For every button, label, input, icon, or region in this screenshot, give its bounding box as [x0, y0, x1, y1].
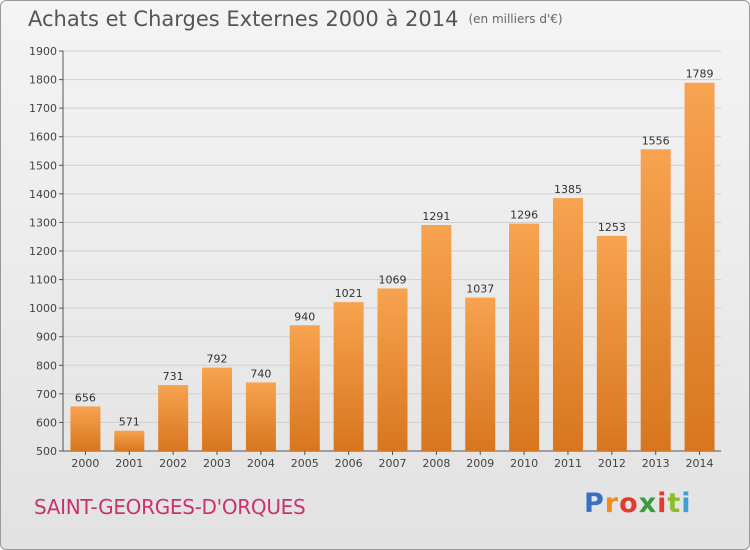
y-tick-label: 900 [36, 331, 57, 344]
x-tick-label: 2009 [466, 457, 494, 470]
logo-letter: o [619, 488, 639, 519]
x-tick-label: 2004 [247, 457, 275, 470]
logo-letter: i [657, 488, 668, 519]
x-tick-label: 2003 [203, 457, 231, 470]
y-tick-label: 1900 [29, 45, 57, 58]
x-tick-label: 2001 [115, 457, 143, 470]
bar-value-label: 571 [119, 416, 140, 429]
bar [114, 430, 145, 451]
bar-value-label: 1037 [466, 283, 494, 296]
bar [377, 288, 408, 451]
y-tick-label: 500 [36, 445, 57, 458]
unit-label: (en milliers d'€) [468, 12, 563, 26]
bar-value-label: 1021 [335, 287, 363, 300]
x-tick-label: 2005 [291, 457, 319, 470]
bar [289, 325, 320, 451]
bar [509, 223, 540, 451]
bar [465, 297, 496, 451]
logo-letter: i [681, 488, 692, 519]
x-tick-label: 2013 [642, 457, 670, 470]
y-tick-label: 1800 [29, 74, 57, 87]
bar [421, 225, 452, 451]
bar [640, 149, 671, 452]
bar-value-label: 1069 [379, 273, 407, 286]
y-tick-label: 600 [36, 416, 57, 429]
bar-value-label: 1253 [598, 221, 626, 234]
bar [70, 406, 101, 451]
y-tick-label: 1400 [29, 188, 57, 201]
title-text: Achats et Charges Externes 2000 à 2014 [28, 7, 459, 31]
bar [596, 235, 627, 451]
bar-value-label: 792 [207, 353, 228, 366]
x-tick-label: 2000 [71, 457, 99, 470]
bar-value-label: 656 [75, 391, 96, 404]
y-tick-label: 700 [36, 388, 57, 401]
x-tick-label: 2007 [379, 457, 407, 470]
x-tick-label: 2014 [686, 457, 714, 470]
x-tick-label: 2002 [159, 457, 187, 470]
bar-value-label: 1789 [686, 68, 714, 81]
commune-name: SAINT-GEORGES-D'ORQUES [34, 495, 306, 519]
bar [245, 382, 276, 451]
y-tick-label: 1300 [29, 216, 57, 229]
logo-letter: t [667, 488, 682, 519]
y-tick-label: 1500 [29, 159, 57, 172]
proxiti-logo: Proxiti [584, 488, 692, 519]
x-tick-label: 2012 [598, 457, 626, 470]
bar-value-label: 731 [163, 370, 184, 383]
logo-letter: P [584, 488, 605, 519]
logo-letter: x [638, 488, 658, 519]
y-tick-label: 1700 [29, 102, 57, 115]
bar [202, 367, 233, 451]
x-tick-label: 2008 [422, 457, 450, 470]
x-tick-label: 2006 [335, 457, 363, 470]
x-tick-label: 2011 [554, 457, 582, 470]
x-tick-label: 2010 [510, 457, 538, 470]
bar-value-label: 1385 [554, 183, 582, 196]
y-tick-label: 1600 [29, 131, 57, 144]
bar [158, 385, 189, 451]
y-tick-label: 800 [36, 359, 57, 372]
bar [684, 82, 715, 451]
bar-value-label: 740 [250, 367, 271, 380]
logo-letter: r [604, 488, 620, 519]
bar-value-label: 940 [294, 310, 315, 323]
chart-title: Achats et Charges Externes 2000 à 2014 (e… [28, 7, 563, 31]
bar [333, 302, 364, 451]
bar-value-label: 1291 [422, 210, 450, 223]
bar-value-label: 1296 [510, 209, 538, 222]
bar-value-label: 1556 [642, 134, 670, 147]
bar [552, 198, 583, 451]
y-tick-label: 1000 [29, 302, 57, 315]
y-tick-label: 1100 [29, 274, 57, 287]
y-tick-label: 1200 [29, 245, 57, 258]
